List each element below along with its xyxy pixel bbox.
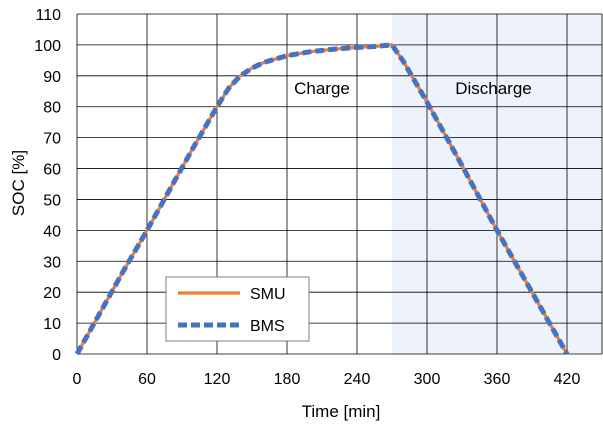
x-tick-label: 120 [204,371,231,388]
y-tick-label: 60 [43,162,61,179]
series-line-bms [74,42,570,356]
y-tick-label: 30 [43,254,61,271]
y-tick-label: 20 [43,285,61,302]
y-tick-label: 50 [43,192,61,209]
x-tick-label: 180 [274,371,301,388]
x-tick-label: 0 [73,371,82,388]
x-tick-label: 300 [414,371,441,388]
x-tick-labels: 0 60 120 180 240 300 360 420 [73,371,581,388]
y-tick-label: 100 [34,38,61,55]
y-tick-label: 0 [52,347,61,364]
annotation-charge: Charge [294,79,350,98]
y-tick-label: 10 [43,316,61,333]
legend-label-bms: BMS [250,318,285,335]
series-lines [74,42,570,356]
x-tick-label: 360 [484,371,511,388]
annotation-discharge: Discharge [455,79,532,98]
grid-lines [76,13,603,355]
x-tick-label: 240 [344,371,371,388]
y-tick-label: 80 [43,100,61,117]
x-axis-title: Time [min] [302,402,381,421]
y-tick-label: 40 [43,223,61,240]
x-tick-label: 420 [554,371,581,388]
legend-label-smu: SMU [250,286,286,303]
y-tick-label: 70 [43,131,61,148]
y-tick-labels: 0 10 20 30 40 50 60 70 80 90 100 110 [34,7,61,364]
y-tick-label: 110 [35,7,61,24]
y-tick-label: 90 [43,69,61,86]
region-annotations: Charge Discharge [294,79,532,98]
legend: SMU BMS [165,276,310,342]
y-axis-title: SOC [%] [9,150,28,216]
legend-box [165,276,310,342]
x-tick-label: 60 [138,371,156,388]
